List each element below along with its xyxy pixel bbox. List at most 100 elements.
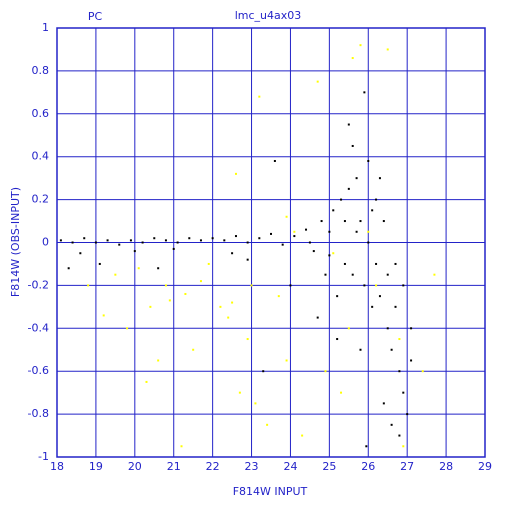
point xyxy=(355,177,358,180)
point xyxy=(137,267,140,270)
x-tick-label: 21 xyxy=(167,460,181,473)
y-axis-label: F814W (OBS-INPUT) xyxy=(9,187,22,297)
point xyxy=(157,267,160,270)
point xyxy=(176,241,179,244)
point xyxy=(410,359,413,362)
point xyxy=(293,235,296,238)
point xyxy=(351,273,354,276)
y-tick-label: -1 xyxy=(38,450,49,463)
point xyxy=(227,316,230,319)
point xyxy=(293,230,296,233)
point xyxy=(289,284,292,287)
point xyxy=(371,305,374,308)
chart-subtitle: PC xyxy=(88,10,103,23)
point xyxy=(371,209,374,212)
y-tick-label: 0.2 xyxy=(32,193,50,206)
x-tick-label: 27 xyxy=(400,460,414,473)
y-tick-label: -0.2 xyxy=(28,278,49,291)
point xyxy=(355,230,358,233)
point xyxy=(378,295,381,298)
point xyxy=(332,252,335,255)
point xyxy=(223,239,226,242)
point xyxy=(386,327,389,330)
point xyxy=(238,391,241,394)
point xyxy=(328,230,331,233)
point xyxy=(246,258,249,261)
y-tick-label: 0.6 xyxy=(32,107,50,120)
point xyxy=(305,228,308,231)
point xyxy=(336,295,339,298)
point xyxy=(398,338,401,341)
point xyxy=(316,80,319,83)
point xyxy=(234,235,237,238)
point xyxy=(250,284,253,287)
point xyxy=(398,434,401,437)
point xyxy=(59,239,62,242)
point xyxy=(363,284,366,287)
point xyxy=(199,280,202,283)
point xyxy=(79,252,82,255)
point xyxy=(262,370,265,373)
x-tick-label: 26 xyxy=(361,460,375,473)
point xyxy=(207,262,210,265)
point xyxy=(94,241,97,244)
point xyxy=(406,413,409,416)
point xyxy=(312,250,315,253)
point xyxy=(343,262,346,265)
point xyxy=(106,239,109,242)
point xyxy=(301,434,304,437)
point xyxy=(351,144,354,147)
point xyxy=(285,359,288,362)
y-tick-label: -0.8 xyxy=(28,407,49,420)
point xyxy=(386,273,389,276)
point xyxy=(133,250,136,253)
point xyxy=(359,348,362,351)
point xyxy=(375,262,378,265)
point xyxy=(394,305,397,308)
point xyxy=(343,220,346,223)
point xyxy=(67,267,70,270)
point xyxy=(375,284,378,287)
point xyxy=(402,445,405,448)
point xyxy=(145,380,148,383)
point xyxy=(164,239,167,242)
x-tick-label: 22 xyxy=(206,460,220,473)
point xyxy=(359,44,362,47)
point xyxy=(219,305,222,308)
point xyxy=(382,220,385,223)
point xyxy=(188,237,191,240)
point xyxy=(347,123,350,126)
point xyxy=(390,423,393,426)
x-tick-label: 24 xyxy=(283,460,297,473)
chart-title: lmc_u4ax03 xyxy=(235,9,302,22)
point xyxy=(231,301,234,304)
point xyxy=(365,445,368,448)
point xyxy=(367,230,370,233)
point xyxy=(141,241,144,244)
x-tick-label: 20 xyxy=(128,460,142,473)
point xyxy=(433,273,436,276)
point xyxy=(211,237,214,240)
point xyxy=(270,232,272,235)
point xyxy=(347,187,350,190)
point xyxy=(378,177,381,180)
point xyxy=(180,445,183,448)
point xyxy=(114,273,117,276)
x-axis-label: F814W INPUT xyxy=(233,485,308,498)
y-tick-label: 0.8 xyxy=(32,64,50,77)
point xyxy=(129,239,132,242)
point xyxy=(153,237,156,240)
plot-frame xyxy=(56,27,486,458)
point xyxy=(347,327,350,330)
point xyxy=(402,284,405,287)
point xyxy=(277,295,280,298)
point xyxy=(266,423,269,426)
point xyxy=(390,348,393,351)
point xyxy=(316,316,319,319)
point xyxy=(234,172,237,175)
point xyxy=(359,220,362,223)
y-tick-label: -0.6 xyxy=(28,364,49,377)
point xyxy=(98,262,101,265)
point xyxy=(394,262,397,265)
